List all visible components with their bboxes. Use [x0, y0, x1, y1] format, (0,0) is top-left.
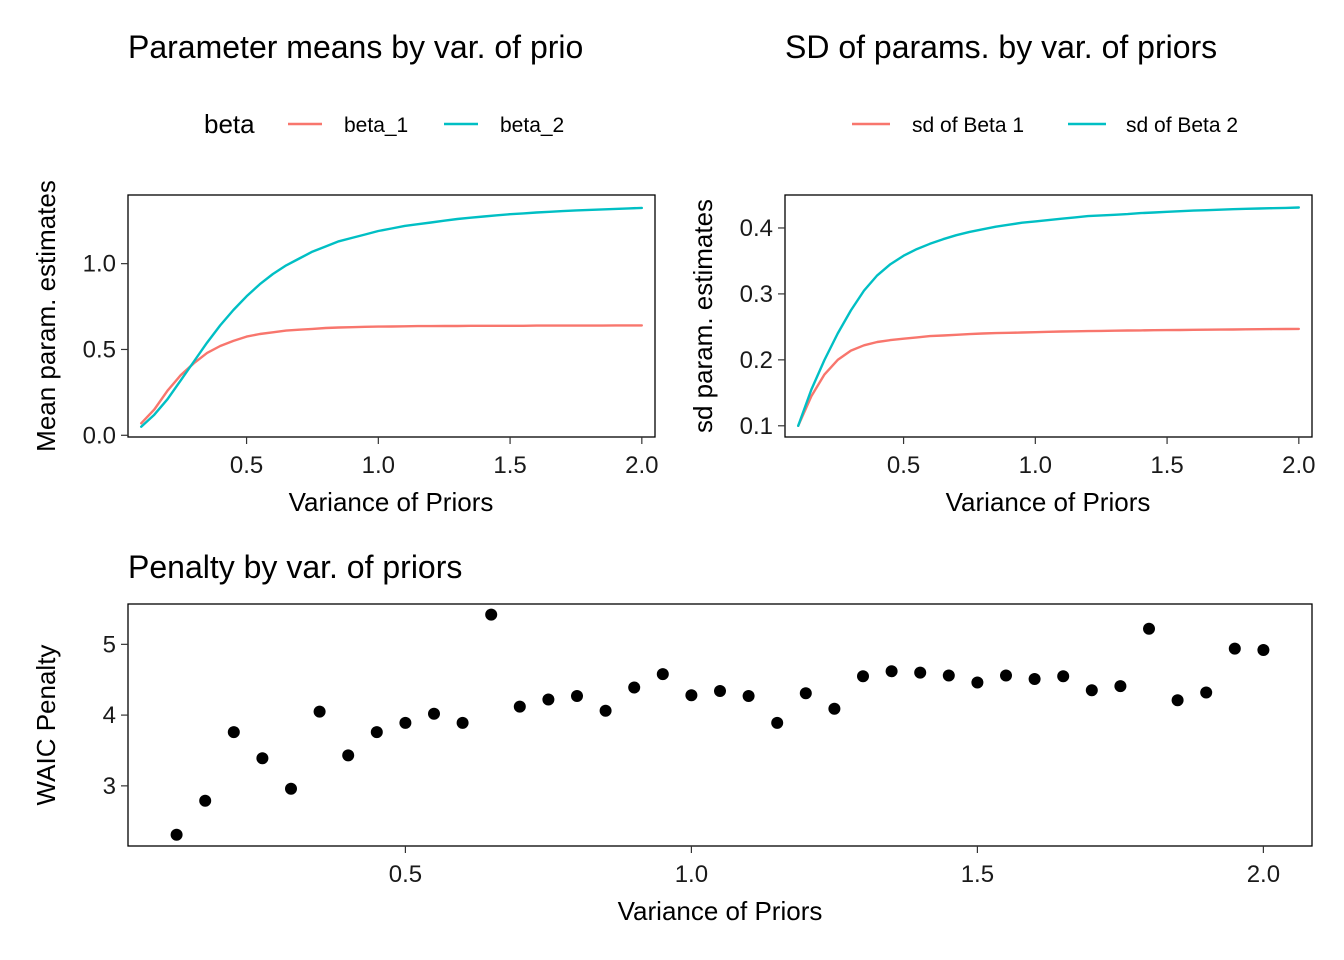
x-axis-title: Variance of Priors — [289, 487, 494, 517]
axis-ticks: 0.5 1.0 1.5 2.0 3 4 5 — [103, 631, 1280, 888]
y-tick-label: 0.2 — [740, 347, 773, 374]
chart-title: Penalty by var. of priors — [128, 549, 462, 585]
data-point — [1257, 644, 1270, 656]
data-point — [1085, 684, 1098, 697]
y-axis-title: Mean param. estimates — [31, 180, 61, 452]
y-axis-title: WAIC Penalty — [31, 645, 61, 806]
panel-parameter-means: Parameter means by var. of prio beta bet… — [31, 29, 659, 517]
data-point — [170, 828, 183, 841]
data-point — [199, 794, 212, 807]
x-tick-label: 1.0 — [675, 861, 708, 888]
data-point — [342, 749, 355, 762]
data-point — [485, 608, 498, 621]
data-point — [971, 676, 984, 689]
plot-frame — [127, 603, 1313, 847]
series-line-beta_1 — [139, 324, 643, 425]
plot-frame — [784, 194, 1313, 438]
data-point — [714, 685, 726, 697]
y-tick-label: 3 — [103, 773, 116, 800]
data-point — [399, 716, 412, 729]
data-point — [1114, 680, 1127, 693]
data-point — [285, 782, 297, 795]
data-point — [1200, 686, 1213, 699]
data-point — [1143, 622, 1155, 635]
data-point — [1000, 669, 1012, 682]
data-point — [1228, 642, 1241, 655]
data-point — [1057, 670, 1070, 683]
data-point — [771, 716, 784, 729]
y-axis-title: sd param. estimates — [688, 199, 718, 433]
data-point — [799, 687, 812, 700]
data-point — [685, 689, 698, 702]
x-tick-label: 1.5 — [961, 861, 994, 888]
y-tick-label: 0.5 — [83, 336, 116, 363]
data-point — [599, 704, 612, 717]
x-tick-label: 2.0 — [1282, 452, 1315, 479]
plot-frame — [127, 194, 656, 438]
data-point — [628, 681, 641, 694]
legend-title: beta — [204, 109, 255, 139]
panel-penalty: Penalty by var. of priors 0.5 1.0 1.5 2.0 3 4… — [31, 549, 1313, 926]
y-tick-label: 0.3 — [740, 281, 773, 308]
series-line-sd-of-beta-1 — [797, 327, 1301, 427]
legend-label-sd-beta-2: sd of Beta 2 — [1126, 114, 1238, 137]
chart-title: SD of params. by var. of priors — [785, 29, 1217, 65]
y-tick-label: 5 — [103, 631, 116, 658]
x-tick-label: 2.0 — [1247, 861, 1280, 888]
axis-ticks: 0.5 1.0 1.5 2.0 0.1 0.2 0.3 0.4 — [740, 215, 1316, 479]
x-tick-label: 1.5 — [1150, 452, 1183, 479]
chart-title: Parameter means by var. of prio — [128, 29, 583, 65]
plot-marks — [139, 206, 643, 428]
series-line-sd-of-beta-2 — [797, 206, 1301, 427]
data-point — [1171, 694, 1184, 707]
legend-label-sd-beta-1: sd of Beta 1 — [912, 114, 1024, 137]
panel-sd-of-params: SD of params. by var. of priors sd of Be… — [688, 29, 1316, 517]
data-point — [1028, 673, 1041, 685]
data-point — [256, 752, 269, 765]
legend-label-beta-2: beta_2 — [500, 114, 564, 137]
data-point — [370, 726, 383, 739]
data-point — [456, 716, 469, 729]
series-line-beta_2 — [139, 206, 643, 428]
data-point — [828, 702, 841, 715]
x-tick-label: 0.5 — [230, 452, 263, 479]
axis-ticks: 0.5 1.0 1.5 2.0 0.0 0.5 1.0 — [83, 251, 659, 479]
data-point — [942, 669, 955, 682]
y-tick-label: 0.0 — [83, 422, 116, 449]
data-point — [542, 693, 555, 706]
data-point — [313, 705, 326, 718]
data-point — [428, 707, 440, 720]
x-tick-label: 1.0 — [1019, 452, 1052, 479]
data-point — [914, 666, 927, 679]
y-tick-label: 0.1 — [740, 413, 773, 440]
x-tick-label: 1.5 — [493, 452, 526, 479]
data-point — [571, 690, 583, 702]
plot-marks — [797, 206, 1301, 427]
data-point — [656, 668, 669, 681]
y-tick-label: 1.0 — [83, 251, 116, 278]
data-point — [742, 690, 755, 702]
x-tick-label: 2.0 — [625, 452, 658, 479]
x-tick-label: 1.0 — [362, 452, 395, 479]
data-point — [857, 670, 869, 683]
x-axis-title: Variance of Priors — [618, 896, 823, 926]
y-tick-label: 4 — [103, 702, 116, 729]
legend-label-beta-1: beta_1 — [344, 114, 408, 137]
data-point — [885, 665, 898, 678]
plot-marks — [170, 608, 1270, 841]
x-tick-label: 0.5 — [389, 861, 422, 888]
data-point — [513, 700, 526, 713]
y-tick-label: 0.4 — [740, 215, 773, 242]
x-axis-title: Variance of Priors — [946, 487, 1151, 517]
data-point — [227, 726, 240, 739]
x-tick-label: 0.5 — [887, 452, 920, 479]
